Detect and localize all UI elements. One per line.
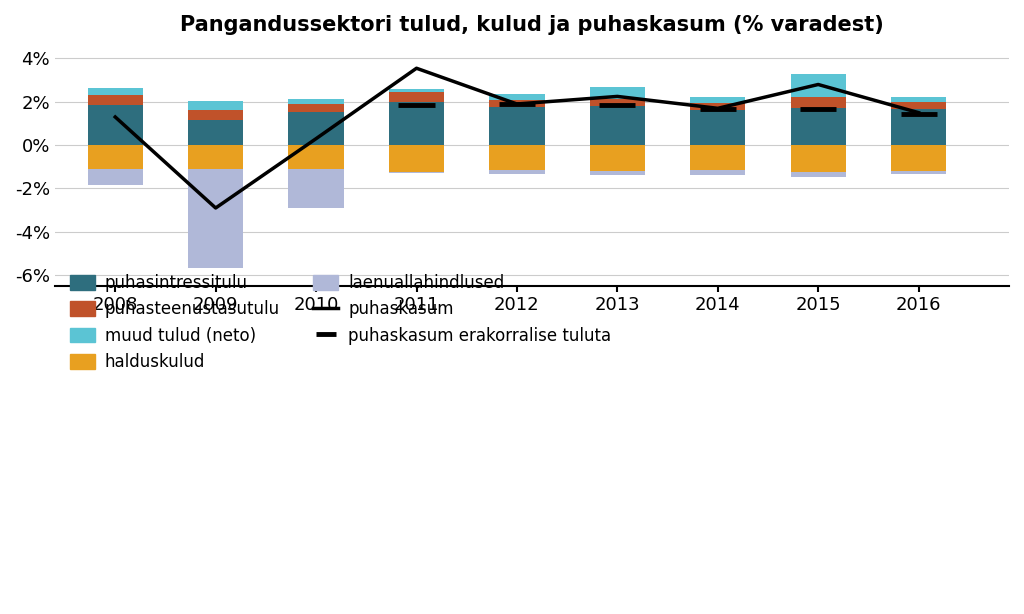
- Bar: [188, 120, 244, 145]
- Bar: [489, 94, 545, 99]
- Bar: [88, 95, 143, 105]
- Bar: [590, 87, 645, 99]
- Bar: [690, 111, 745, 145]
- Bar: [891, 145, 946, 171]
- Bar: [389, 102, 444, 145]
- Bar: [590, 145, 645, 171]
- Bar: [489, 170, 545, 174]
- Bar: [791, 108, 846, 145]
- Bar: [891, 171, 946, 174]
- Bar: [690, 145, 745, 170]
- Bar: [791, 145, 846, 173]
- Bar: [489, 99, 545, 107]
- Bar: [489, 107, 545, 145]
- Bar: [690, 170, 745, 176]
- Bar: [88, 169, 143, 185]
- Bar: [891, 102, 946, 109]
- Bar: [590, 171, 645, 176]
- Bar: [690, 103, 745, 111]
- Legend: puhasintressitulu, puhasteenustasutulu, muud tulud (neto), halduskulud, laenuall: puhasintressitulu, puhasteenustasutulu, …: [63, 267, 618, 378]
- Bar: [389, 92, 444, 102]
- Title: Pangandussektori tulud, kulud ja puhaskasum (% varadest): Pangandussektori tulud, kulud ja puhaska…: [180, 15, 884, 35]
- Bar: [289, 145, 344, 169]
- Bar: [289, 99, 344, 104]
- Bar: [791, 173, 846, 177]
- Bar: [188, 101, 244, 111]
- Bar: [289, 104, 344, 112]
- Bar: [188, 111, 244, 120]
- Bar: [791, 98, 846, 108]
- Bar: [690, 98, 745, 103]
- Bar: [590, 106, 645, 145]
- Bar: [88, 145, 143, 169]
- Bar: [891, 98, 946, 102]
- Bar: [389, 145, 444, 173]
- Bar: [891, 109, 946, 145]
- Bar: [88, 105, 143, 145]
- Bar: [188, 169, 244, 268]
- Bar: [289, 112, 344, 145]
- Bar: [389, 89, 444, 92]
- Bar: [791, 74, 846, 98]
- Bar: [188, 145, 244, 169]
- Bar: [489, 145, 545, 170]
- Bar: [590, 99, 645, 106]
- Bar: [289, 169, 344, 208]
- Bar: [88, 88, 143, 95]
